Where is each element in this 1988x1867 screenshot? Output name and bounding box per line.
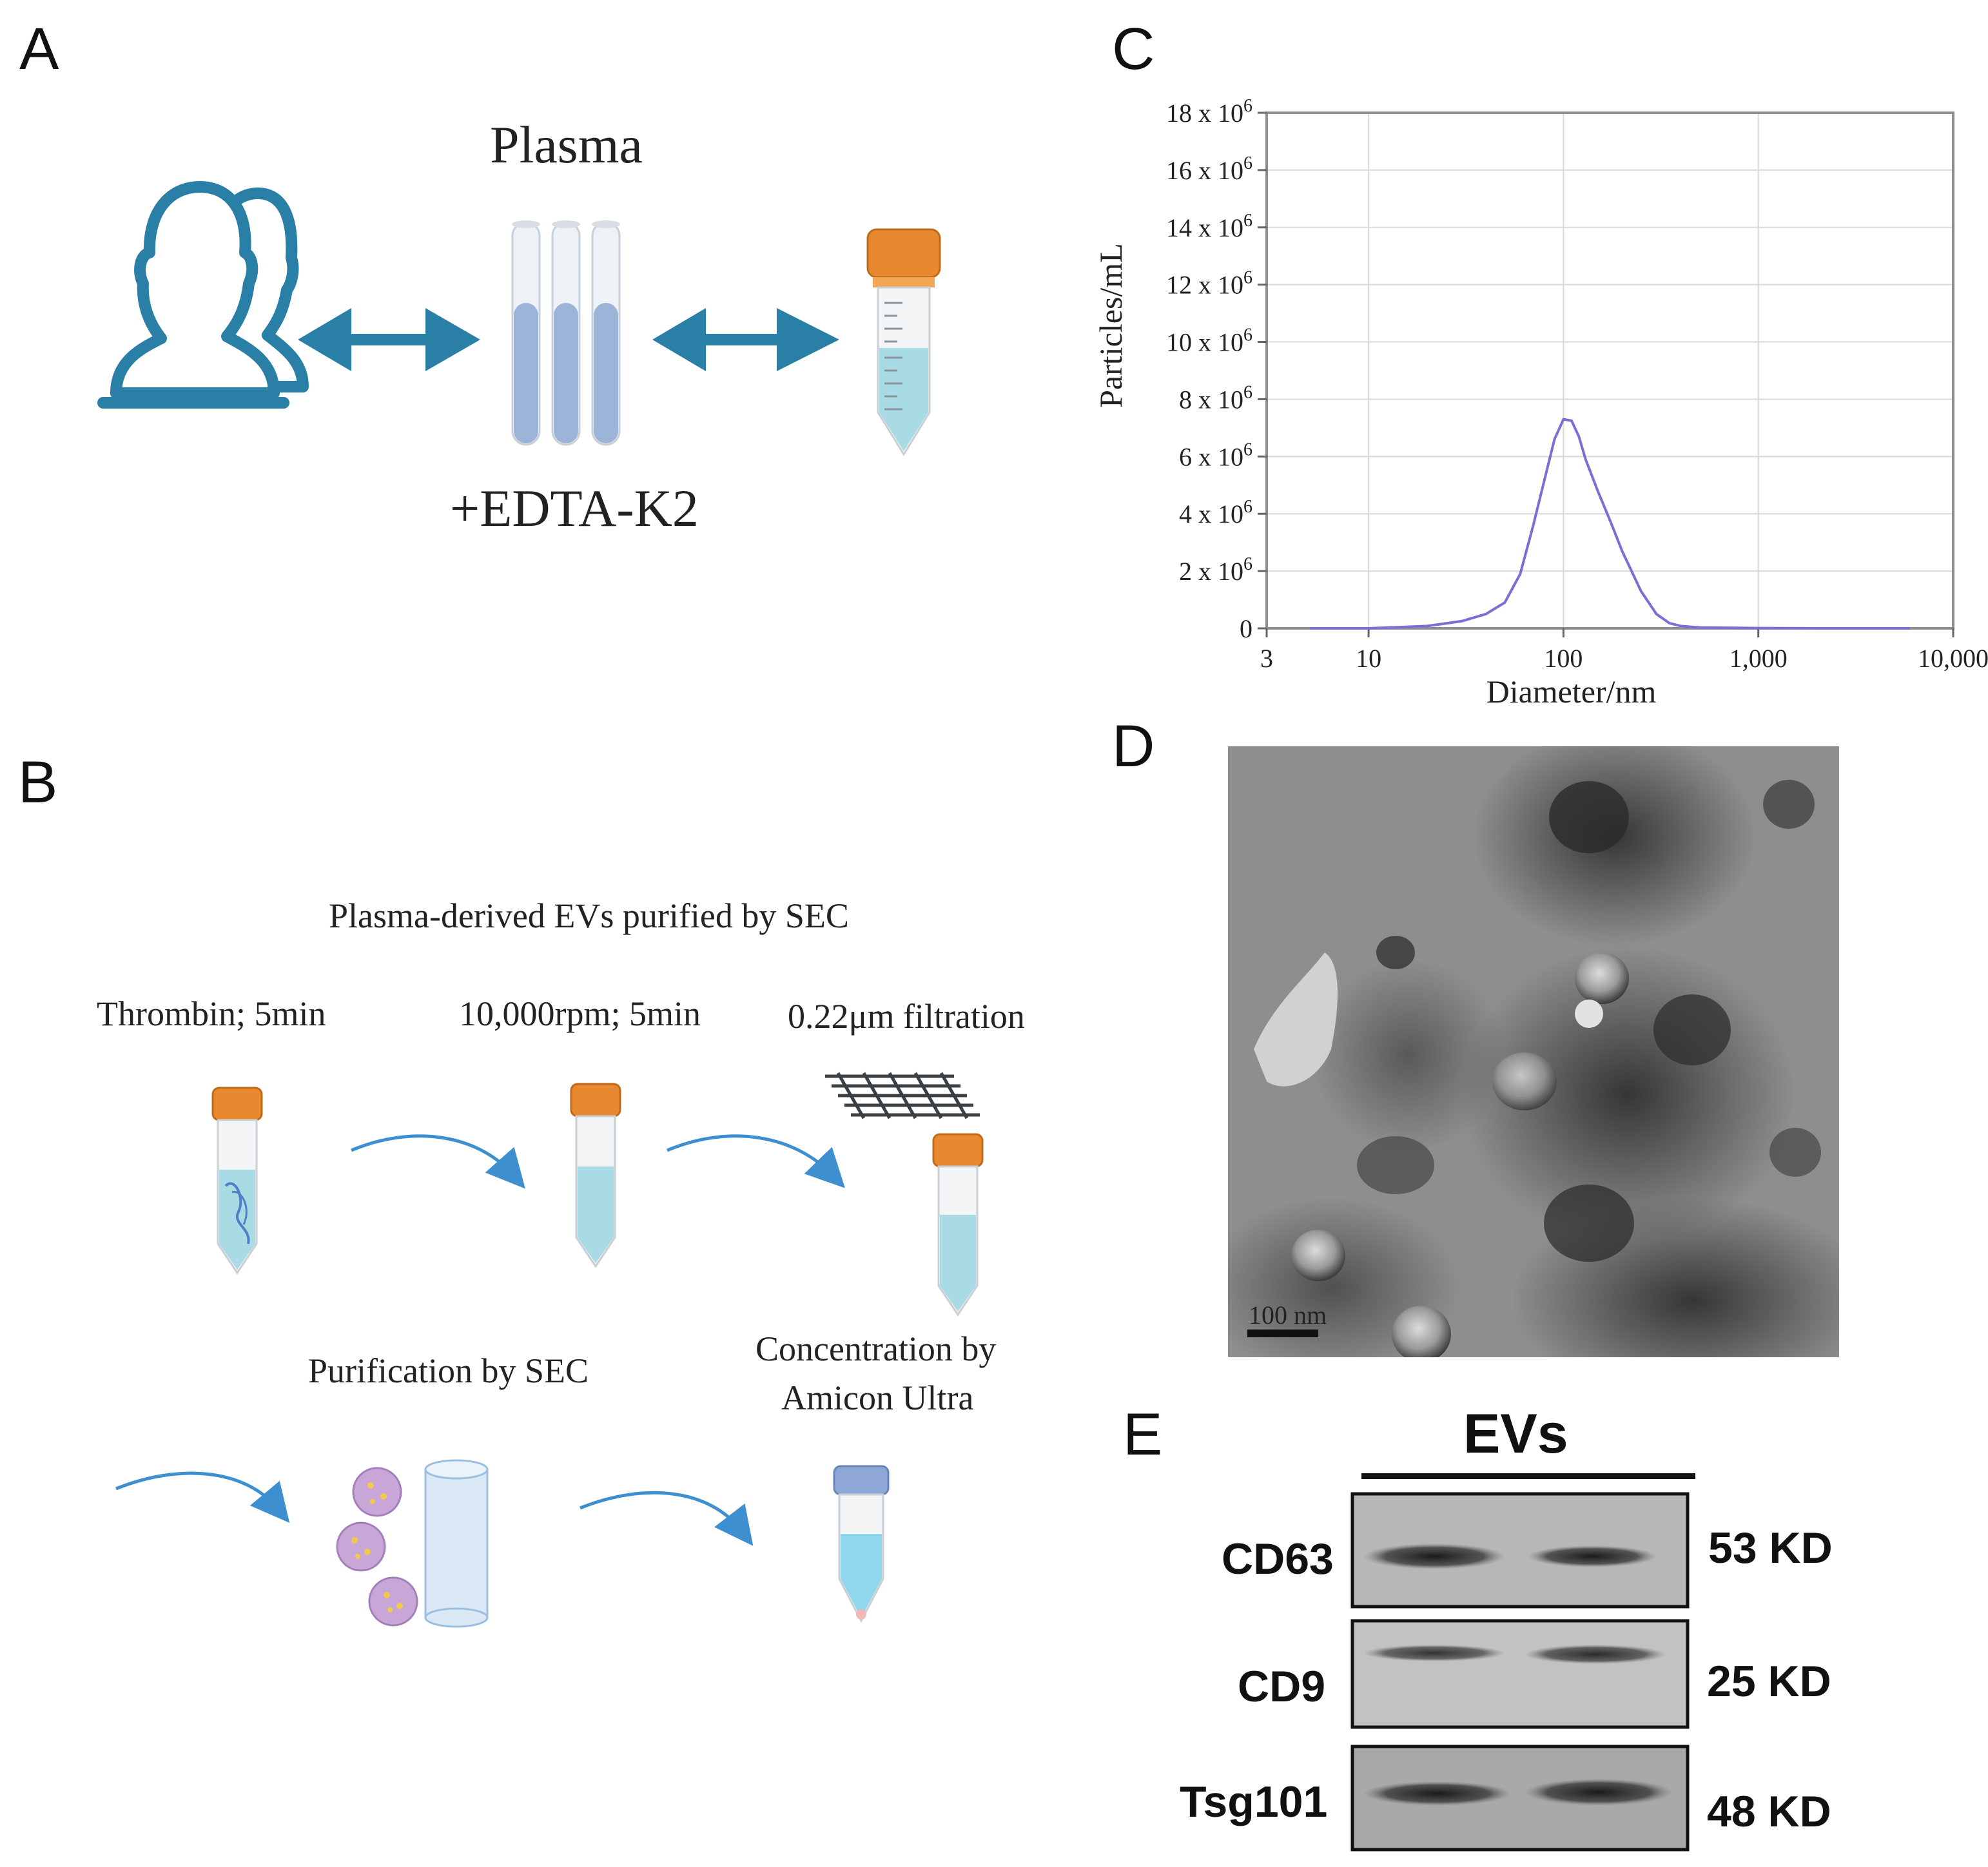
series-line-size-distribution bbox=[1310, 418, 1910, 630]
plot-area bbox=[1267, 113, 1953, 628]
blood-tubes-icon bbox=[511, 220, 621, 446]
weight-label-tsg101: 48 KD bbox=[1707, 1787, 1831, 1836]
double-arrow-icon bbox=[298, 308, 480, 371]
size-distribution-chart: 0 2 x 106 4 x 106 6 x 106 8 x 106 10 x 106 12 … bbox=[1093, 96, 1988, 710]
x-tick-label: 10 bbox=[1356, 644, 1381, 673]
header-underline bbox=[1361, 1473, 1695, 1479]
band-cd9-lane2 bbox=[1525, 1645, 1666, 1664]
amicon-tube-icon bbox=[833, 1465, 890, 1623]
y-tick-label: 16 x 106 bbox=[1166, 153, 1252, 185]
arrow-icon bbox=[580, 1491, 754, 1546]
x-axis-label: Diameter/nm bbox=[1486, 673, 1657, 710]
band-tsg101-lane2 bbox=[1525, 1779, 1673, 1806]
y-tick-label: 10 x 106 bbox=[1166, 325, 1252, 357]
y-tick-label: 6 x 106 bbox=[1179, 440, 1252, 471]
x-axis-ticks: 3 10 100 1,000 10,000 bbox=[1260, 628, 1988, 673]
y-tick-label: 2 x 106 bbox=[1179, 554, 1252, 586]
panel-b-title: Plasma-derived EVs purified by SEC bbox=[329, 896, 849, 935]
protein-label-tsg101: Tsg101 bbox=[1180, 1777, 1328, 1826]
y-axis-label: Particles/mL bbox=[1093, 243, 1129, 408]
western-blot-image bbox=[1350, 1492, 1690, 1852]
step-amicon: Amicon Ultra bbox=[781, 1378, 974, 1417]
panel-c-label: C bbox=[1112, 16, 1155, 82]
panel-e-label: E bbox=[1123, 1402, 1163, 1467]
blot-cd63 bbox=[1350, 1492, 1690, 1609]
y-tick-label: 18 x 106 bbox=[1166, 96, 1252, 128]
people-icon bbox=[97, 181, 309, 409]
edta-label: +EDTA-K2 bbox=[450, 479, 699, 537]
step-centrifuge: 10,000rpm; 5min bbox=[459, 994, 701, 1033]
step-sec: Purification by SEC bbox=[308, 1351, 589, 1390]
y-tick-label: 12 x 106 bbox=[1166, 268, 1252, 300]
y-tick-label: 8 x 106 bbox=[1179, 382, 1252, 414]
tube-filtered-icon bbox=[932, 1133, 984, 1317]
tube-centrifuge-icon bbox=[570, 1083, 621, 1268]
panel-b-label: B bbox=[18, 750, 58, 815]
step-concentration: Concentration by bbox=[755, 1330, 997, 1368]
panel-a-illustration bbox=[97, 181, 941, 456]
plot-frame bbox=[1265, 111, 1954, 630]
step-filtration: 0.22μm filtration bbox=[788, 997, 1025, 1036]
step-thrombin: Thrombin; 5min bbox=[97, 994, 326, 1033]
band-cd9-lane1 bbox=[1363, 1645, 1505, 1661]
y-tick-label: 0 bbox=[1240, 614, 1252, 643]
band-cd63-lane2 bbox=[1528, 1545, 1657, 1567]
y-tick-label: 14 x 106 bbox=[1166, 211, 1252, 242]
tube-thrombin-icon bbox=[211, 1087, 263, 1275]
western-header: EVs bbox=[1463, 1403, 1568, 1465]
y-axis-ticks: 0 2 x 106 4 x 106 6 x 106 8 x 106 10 x 106 12 … bbox=[1166, 96, 1267, 643]
x-tick-label: 1,000 bbox=[1730, 644, 1788, 673]
protein-label-cd63: CD63 bbox=[1222, 1534, 1334, 1583]
tem-micrograph: 100 nm bbox=[1228, 746, 1839, 1357]
panel-d-label: D bbox=[1112, 713, 1155, 779]
band-tsg101-lane1 bbox=[1363, 1781, 1512, 1806]
protein-label-cd9: CD9 bbox=[1238, 1662, 1326, 1711]
double-arrow-icon bbox=[652, 308, 839, 371]
scale-bar-label: 100 nm bbox=[1249, 1301, 1327, 1330]
x-tick-label: 10,000 bbox=[1918, 644, 1988, 673]
weight-label-cd63: 53 KD bbox=[1708, 1524, 1833, 1572]
arrow-icon bbox=[115, 1471, 290, 1524]
x-tick-label: 100 bbox=[1544, 644, 1583, 673]
plasma-title: Plasma bbox=[490, 115, 643, 174]
conical-tube-icon bbox=[866, 228, 941, 456]
arrow-icon bbox=[667, 1134, 845, 1188]
blot-cd9 bbox=[1350, 1619, 1690, 1729]
filter-mesh-icon bbox=[825, 1072, 980, 1119]
scale-bar-line bbox=[1247, 1330, 1318, 1337]
arrow-icon bbox=[351, 1134, 525, 1189]
blot-tsg101 bbox=[1350, 1745, 1690, 1852]
x-tick-label: 3 bbox=[1260, 644, 1273, 673]
band-cd63-lane1 bbox=[1363, 1543, 1505, 1569]
panel-b-illustration bbox=[115, 1072, 984, 1628]
ev-particles-icon bbox=[336, 1467, 418, 1627]
y-tick-label: 4 x 106 bbox=[1179, 497, 1252, 528]
sec-column-icon bbox=[424, 1459, 489, 1628]
panel-a-label: A bbox=[19, 16, 59, 82]
weight-label-cd9: 25 KD bbox=[1707, 1657, 1831, 1706]
tem-image: 100 nm bbox=[1228, 746, 1839, 1357]
